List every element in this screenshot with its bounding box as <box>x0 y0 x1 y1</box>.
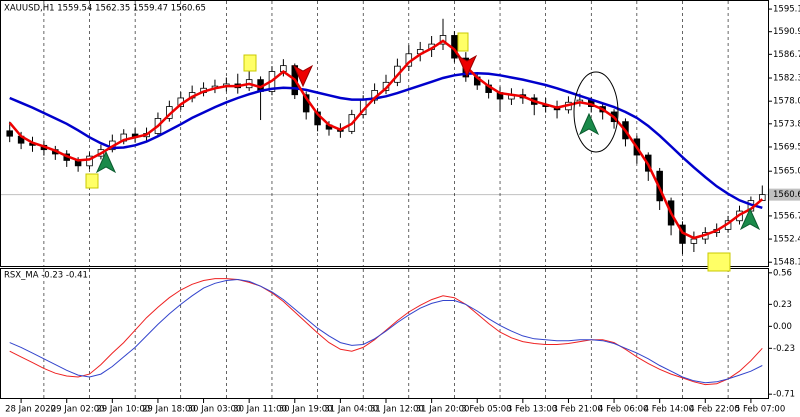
indicator-line <box>9 278 763 386</box>
x-tick-label: 5 Feb 07:00 <box>735 405 785 415</box>
sell-arrow <box>456 54 478 78</box>
x-tick-label: 4 Feb 06:00 <box>598 405 648 415</box>
y-tick-label: 1582.30 <box>773 74 800 84</box>
buy-arrow <box>95 150 117 174</box>
y-tick-label: 1569.50 <box>773 142 800 152</box>
signal-box <box>243 54 257 72</box>
signal-box <box>707 252 731 272</box>
x-tick-label: 29 Jan 02:00 <box>51 405 105 415</box>
indicator-pane-frame <box>0 268 769 399</box>
x-tick-label: 31 Jan 04:00 <box>324 405 378 415</box>
signal-box <box>85 173 99 189</box>
buy-arrow <box>578 112 600 136</box>
y-tick-label: 0.23 <box>773 300 792 310</box>
candle-body <box>86 155 93 167</box>
y-tick-label: -0.23 <box>773 344 795 354</box>
indicator-title: RSX_MA -0.23 -0.41 <box>4 271 88 281</box>
y-tick-label: 0.56 <box>773 268 792 278</box>
x-tick-label: 4 Feb 14:00 <box>644 405 694 415</box>
price-tag <box>769 188 800 201</box>
highlight-ellipse <box>573 71 619 153</box>
x-tick-label: 4 Feb 22:00 <box>689 405 739 415</box>
signal-box <box>457 32 469 52</box>
y-tick-label: 0.00 <box>773 322 792 332</box>
sell-arrow <box>292 64 314 88</box>
buy-arrow <box>739 207 761 231</box>
x-tick-label: 29 Jan 18:00 <box>142 405 196 415</box>
y-tick-label: 1556.70 <box>773 211 800 221</box>
price-pane-frame <box>0 0 769 267</box>
x-tick-label: 29 Jan 10:00 <box>96 405 150 415</box>
x-tick-label: 3 Feb 13:00 <box>507 405 557 415</box>
y-tick-label: 1560.65 <box>773 190 800 200</box>
chart-title: XAUUSD,H1 1559.54 1562.35 1559.47 1560.6… <box>4 4 206 14</box>
y-tick-label: 1586.70 <box>773 50 800 60</box>
grid-layer <box>0 1 768 398</box>
y-tick-label: 1590.90 <box>773 27 800 37</box>
y-tick-label: 1552.40 <box>773 235 800 245</box>
y-tick-label: 1548.10 <box>773 258 800 268</box>
candle-body <box>690 238 698 244</box>
x-tick-label: 30 Jan 11:00 <box>233 405 287 415</box>
y-tick-label: 1573.80 <box>773 119 800 129</box>
moving-average <box>9 71 763 210</box>
x-tick-label: 3 Feb 21:00 <box>552 405 602 415</box>
x-tick-label: 31 Jan 20:00 <box>416 405 470 415</box>
indicator-line <box>9 278 763 384</box>
y-tick-label: 1578.00 <box>773 97 800 107</box>
y-tick-label: 1565.00 <box>773 167 800 177</box>
x-tick-label: 3 Feb 05:00 <box>461 405 511 415</box>
y-tick-label: 1595.10 <box>773 5 800 15</box>
x-tick-label: 31 Jan 12:00 <box>370 405 424 415</box>
y-tick-label: -0.71 <box>773 390 795 400</box>
signal-icons <box>85 32 761 272</box>
x-tick-label: 30 Jan 19:00 <box>279 405 333 415</box>
candle-body <box>6 130 13 137</box>
moving-average <box>8 39 764 240</box>
x-tick-label: 28 Jan 2020 <box>5 405 56 415</box>
x-tick-label: 30 Jan 03:00 <box>188 405 242 415</box>
